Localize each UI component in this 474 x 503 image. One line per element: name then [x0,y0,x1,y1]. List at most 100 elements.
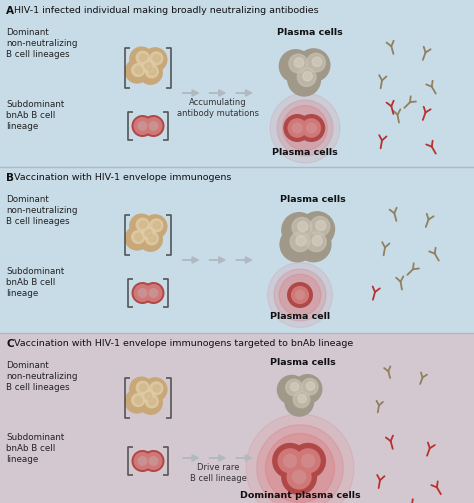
Circle shape [299,211,335,247]
Circle shape [292,122,303,134]
Circle shape [145,117,163,135]
Circle shape [298,394,307,403]
Circle shape [132,231,145,243]
Circle shape [297,68,316,87]
Circle shape [146,232,158,245]
Circle shape [134,284,152,302]
Circle shape [146,65,158,78]
Circle shape [144,215,167,238]
Circle shape [144,48,167,71]
Circle shape [149,68,156,75]
Circle shape [288,118,307,138]
Circle shape [295,290,305,300]
Circle shape [289,54,308,73]
Circle shape [312,236,322,246]
Circle shape [154,222,160,229]
Circle shape [287,282,313,308]
Circle shape [135,223,158,246]
Circle shape [132,394,145,406]
Circle shape [150,219,163,232]
Circle shape [136,381,149,394]
Text: Dominant
non-neutralizing
B cell lineages: Dominant non-neutralizing B cell lineage… [6,28,78,59]
Circle shape [257,425,343,503]
Text: Vaccination with HIV-1 envelope immunogens: Vaccination with HIV-1 envelope immunoge… [14,173,231,182]
Circle shape [281,212,317,248]
Circle shape [148,288,158,298]
Circle shape [136,51,149,64]
Bar [0,168,474,332]
Circle shape [132,64,145,76]
Circle shape [277,448,303,473]
Circle shape [270,93,340,163]
Circle shape [135,66,142,73]
Circle shape [139,228,162,252]
Circle shape [277,100,333,156]
Text: Plasma cells: Plasma cells [272,148,338,157]
Circle shape [131,282,154,304]
Circle shape [145,230,152,237]
Circle shape [139,61,162,84]
Circle shape [292,374,322,404]
Circle shape [306,122,317,134]
Circle shape [130,47,153,70]
Text: Plasma cells: Plasma cells [277,28,343,37]
Bar [0,334,474,503]
Circle shape [246,414,354,503]
Circle shape [297,48,330,82]
Circle shape [154,385,160,392]
Circle shape [145,63,152,70]
Text: Plasma cells: Plasma cells [270,358,336,367]
Circle shape [135,386,158,409]
Circle shape [140,54,147,61]
Circle shape [296,226,332,263]
Circle shape [307,53,325,72]
Circle shape [286,464,312,489]
Circle shape [310,216,330,236]
Circle shape [125,226,149,250]
Circle shape [279,226,315,263]
Circle shape [290,232,310,252]
Circle shape [131,115,154,137]
Circle shape [135,56,158,79]
Circle shape [125,389,149,413]
Circle shape [149,235,156,242]
Circle shape [141,227,155,239]
Circle shape [312,57,322,66]
Circle shape [140,384,147,391]
Circle shape [295,448,321,473]
Text: HIV-1 infected individual making broadly neutralizing antibodies: HIV-1 infected individual making broadly… [14,6,319,15]
Text: Subdominant
bnAb B cell
lineage: Subdominant bnAb B cell lineage [6,267,64,298]
Circle shape [146,395,158,408]
Circle shape [306,382,315,390]
Text: C: C [6,339,14,349]
Circle shape [130,377,153,400]
Circle shape [134,117,152,135]
Circle shape [141,60,155,72]
Circle shape [301,378,318,395]
Circle shape [287,63,321,97]
Circle shape [137,456,147,466]
Circle shape [148,121,158,131]
Circle shape [144,378,167,401]
Circle shape [294,58,304,67]
Circle shape [135,396,142,403]
Circle shape [131,450,154,472]
Circle shape [298,221,308,231]
Text: Dominant plasma cells: Dominant plasma cells [240,491,360,500]
Circle shape [301,454,315,468]
Circle shape [272,443,308,479]
Circle shape [286,379,302,396]
Circle shape [154,55,160,62]
Circle shape [267,263,332,327]
Circle shape [281,459,317,495]
Circle shape [134,452,152,470]
Circle shape [148,456,158,466]
Circle shape [290,443,326,479]
Circle shape [139,391,162,414]
Circle shape [149,398,156,405]
Text: A: A [6,6,14,16]
Circle shape [135,233,142,240]
Circle shape [301,118,321,138]
Circle shape [130,214,153,237]
Circle shape [143,450,164,472]
